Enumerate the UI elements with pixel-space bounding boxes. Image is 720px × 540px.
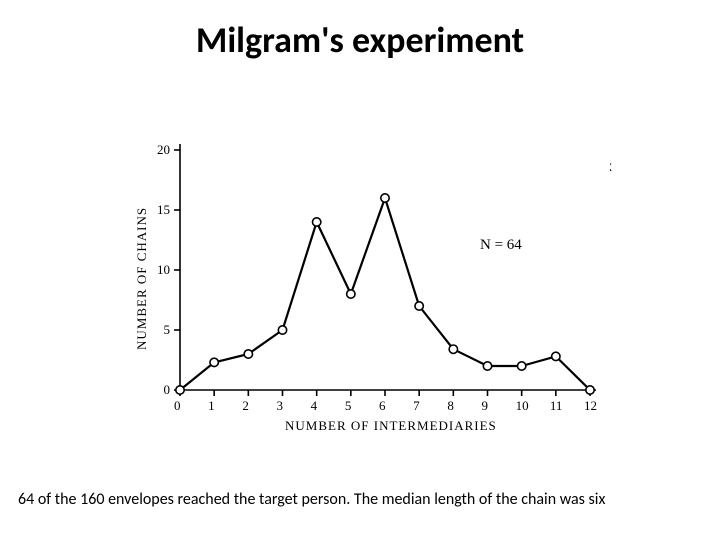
caption-text: 64 of the 160 envelopes reached the targ… — [18, 490, 605, 509]
slide-title-text: Milgram's experiment — [196, 18, 524, 62]
x-tick-label: 8 — [447, 398, 454, 414]
x-tick-label: 4 — [311, 398, 318, 414]
x-tick-label: 0 — [174, 398, 181, 414]
x-tick-label: 10 — [516, 398, 529, 414]
x-tick-label: 11 — [550, 398, 563, 414]
x-tick-label: 12 — [584, 398, 597, 414]
slide-title: Milgram's experiment — [0, 18, 720, 62]
x-tick-label: 3 — [277, 398, 284, 414]
chart: NUMBER OF CHAINS NUMBER OF INTERMEDIARIE… — [110, 110, 610, 430]
x-tick-label: 7 — [413, 398, 420, 414]
x-tick-label: 5 — [345, 398, 352, 414]
slide: Milgram's experiment Taken from Kleinber… — [0, 0, 720, 540]
x-tick-label: 9 — [482, 398, 489, 414]
y-tick-label: 15 — [146, 202, 170, 218]
n-annotation: N = 64 — [480, 237, 522, 254]
y-tick-label: 5 — [146, 322, 170, 338]
chart-svg — [110, 110, 610, 430]
x-axis-label: NUMBER OF INTERMEDIARIES — [285, 418, 497, 434]
x-tick-label: 1 — [208, 398, 215, 414]
x-tick-label: 2 — [242, 398, 249, 414]
y-tick-label: 20 — [146, 142, 170, 158]
caption: 64 of the 160 envelopes reached the targ… — [0, 490, 720, 509]
y-tick-label: 0 — [146, 382, 170, 398]
y-tick-label: 10 — [146, 262, 170, 278]
x-tick-label: 6 — [379, 398, 386, 414]
